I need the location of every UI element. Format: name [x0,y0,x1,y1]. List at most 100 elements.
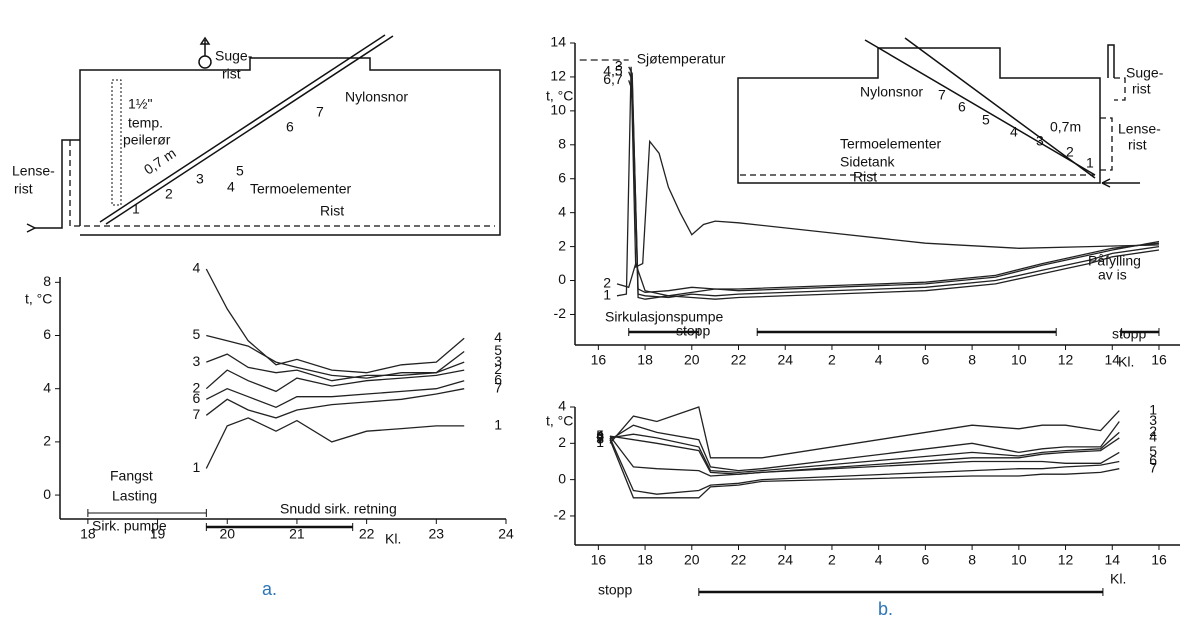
y-axis-label: t, °C [546,88,573,104]
label: 2 [1066,144,1074,160]
label: Rist [320,203,344,219]
series-label: 5 [193,326,201,342]
x-tick-label: 10 [1011,552,1027,568]
series-label: 1 [1149,401,1157,417]
series-line [609,437,1120,495]
x-tick-label: 14 [1104,352,1120,368]
series-label: 4 [193,260,201,276]
series-label: 5 [494,342,502,358]
nylon-line [105,35,394,225]
tank-diagram-b: Nylonsnor Termoelementer Sidetank Rist 0… [737,37,1164,188]
series-label: 7 [494,379,502,395]
y-tick-label: 4 [558,203,566,219]
series-label: 4 [596,427,604,443]
tank-diagram-a: Suge- rist Nylonsnor 1½" temp. peilerør … [12,34,501,236]
series-label: 4 [1149,429,1157,445]
series-line [609,435,1120,477]
nylon-line [99,34,386,223]
series-line [206,380,465,409]
series-label: 3 [596,430,604,446]
y-tick-label: 14 [550,34,566,50]
nylon-line [864,39,1096,176]
pipe [111,79,122,206]
series-label: 3 [193,353,201,369]
caption: b. [878,599,893,619]
label: 2 [165,186,173,202]
x-tick-label: 22 [731,352,747,368]
label: Suge- [1126,65,1164,81]
label: 4 [1010,124,1018,140]
x-tick-label: 10 [1011,352,1027,368]
x-tick-label: 21 [289,526,305,542]
x-tick-label: 18 [80,526,96,542]
annotation: Fangst [110,468,153,484]
annotation: stopp [676,323,710,339]
x-tick-label: 18 [637,352,653,368]
annotation: Snudd sirk. retning [280,501,397,517]
x-tick-label: 20 [684,352,700,368]
y-tick-label: 8 [558,136,566,152]
label: Rist [853,169,877,185]
y-tick-label: 8 [43,273,51,289]
arrow [199,36,211,56]
annotation: stopp [598,582,632,598]
series-line [628,71,1160,294]
x-axis-label: Kl. [1110,571,1126,587]
label: Nylonsnor [860,84,923,100]
label: Lense- [12,163,55,179]
series-line [205,417,465,469]
series-label: 6 [494,371,502,387]
x-tick-label: 24 [498,526,514,542]
series-line [628,66,1160,299]
series-label: Sjøtemperatur [637,51,726,67]
x-tick-label: 22 [731,552,747,568]
label: 3 [1036,133,1044,149]
y-tick-label: 2 [558,434,566,450]
label: Sidetank [840,154,895,170]
series-label: 6 [1149,452,1157,468]
series-label: 7 [596,430,604,446]
label: rist [1132,81,1151,97]
y-tick-label: 2 [558,237,566,253]
y-tick-label: 4 [558,398,566,414]
y-tick-label: 0 [43,486,51,502]
x-tick-label: 4 [875,552,883,568]
label: 1½" [128,96,152,112]
rist-line [69,140,495,227]
label: 0,7m [1050,119,1081,135]
y-tick-label: 10 [550,102,566,118]
y-tick-label: 0 [558,470,566,486]
series-label: 5 [596,427,604,443]
label: 4 [227,179,235,195]
series-label: 3 [494,353,502,369]
label: 3 [196,171,204,187]
label: 7 [316,104,324,120]
nylon-line [904,37,1096,179]
suge-rist [198,55,212,69]
x-tick-label: 19 [150,526,166,542]
annotation: Sirk. pumpe [92,518,167,534]
x-tick-label: 12 [1058,552,1074,568]
pipe [1100,77,1126,171]
x-tick-label: 18 [637,552,653,568]
x-tick-label: 12 [1058,352,1074,368]
x-tick-label: 24 [777,552,793,568]
series-label: 7 [1149,459,1157,475]
y-tick-label: -2 [554,507,567,523]
series-label: 2 [603,275,611,291]
label: 6 [958,99,966,115]
series-line [205,268,465,374]
x-tick-label: 4 [875,352,883,368]
series-label: 4,5 [603,63,623,79]
series-line [609,406,1120,459]
x-tick-label: 6 [921,352,929,368]
series-label: 2 [596,429,604,445]
annotation: Lasting [112,488,157,504]
series-line [205,369,465,393]
series-label: 7 [193,406,201,422]
annotation: Påfylling [1088,253,1141,269]
annotation: Sirkulasjonspumpe [605,309,723,325]
y-tick-label: 12 [550,68,566,84]
x-tick-label: 16 [1151,552,1167,568]
label: rist [222,66,241,82]
